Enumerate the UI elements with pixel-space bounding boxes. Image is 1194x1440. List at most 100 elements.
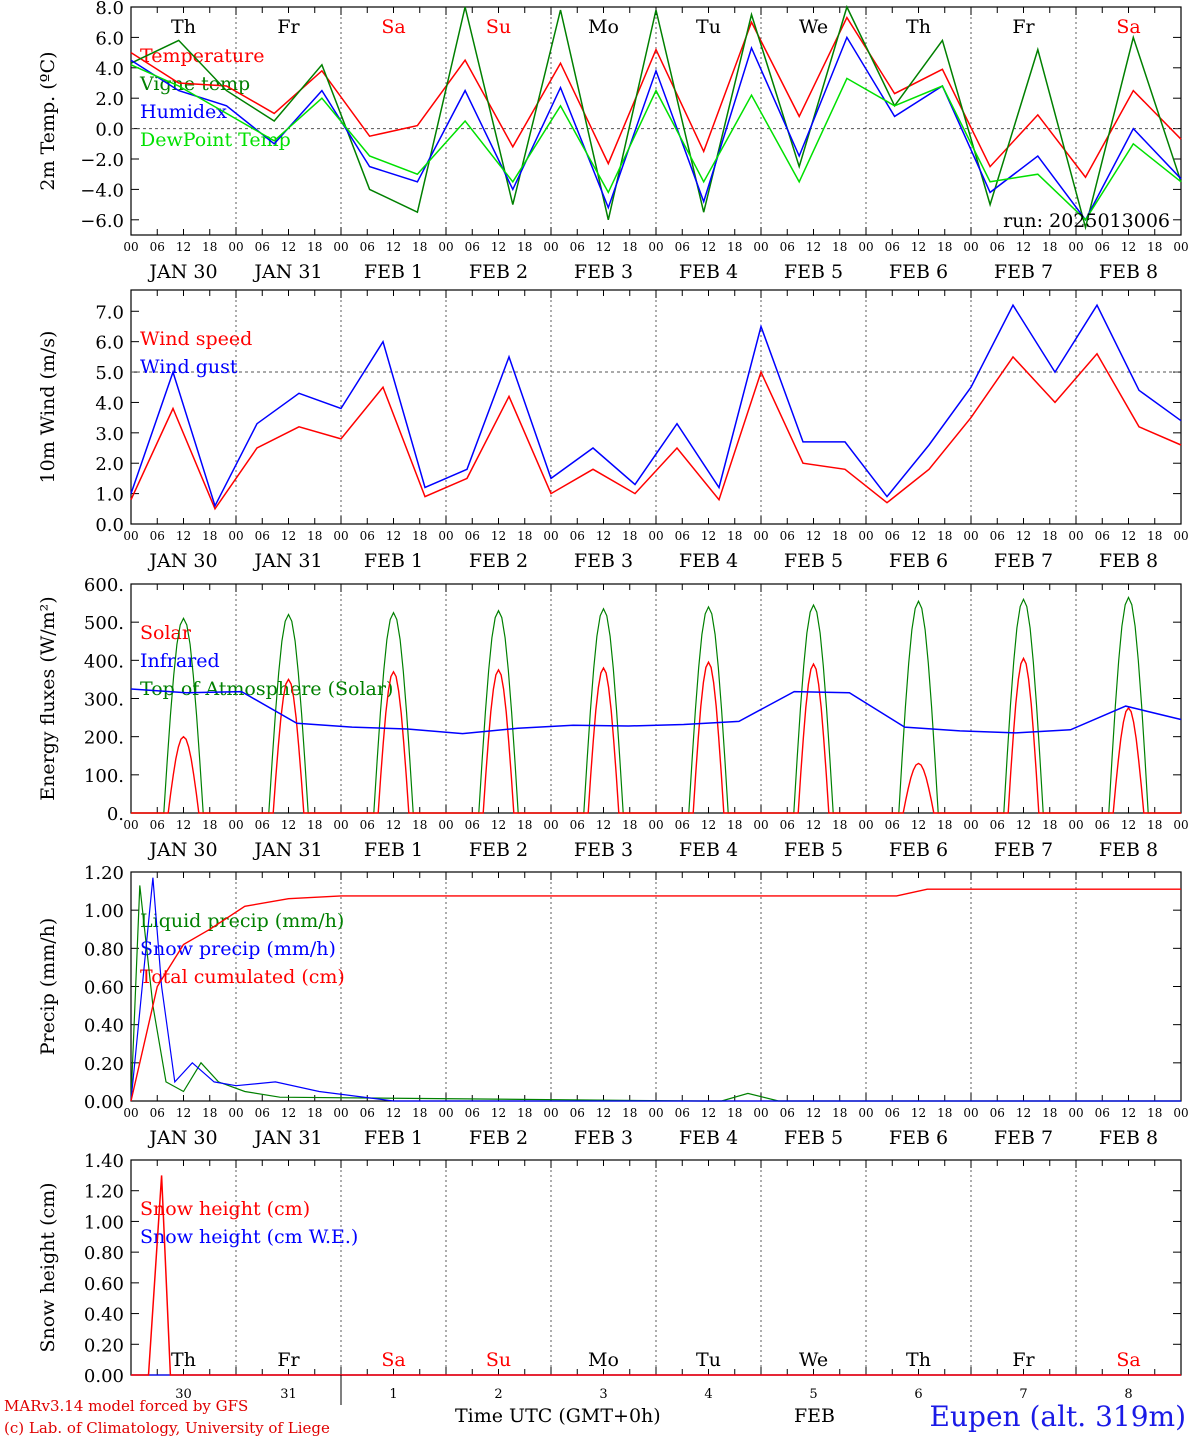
date-label: FEB 7 <box>994 839 1053 861</box>
hour-tick-label: 18 <box>307 818 322 832</box>
hour-tick-label: 12 <box>1016 240 1031 254</box>
weekday-label: Fr <box>277 1349 300 1371</box>
date-label: FEB 5 <box>784 1127 843 1149</box>
date-label: FEB 2 <box>469 1127 528 1149</box>
hour-tick-label: 18 <box>832 240 847 254</box>
hour-tick-label: 18 <box>937 529 952 543</box>
hour-tick-label: 00 <box>648 1106 663 1120</box>
day-number-label: 4 <box>704 1387 712 1402</box>
hour-tick-label: 18 <box>307 529 322 543</box>
hour-tick-label: 06 <box>150 1106 165 1120</box>
run-label: run: 2025013006 <box>1003 210 1170 232</box>
hour-tick-label: 12 <box>911 240 926 254</box>
weekday-label: We <box>799 1349 828 1371</box>
hour-tick-label: 18 <box>517 1106 532 1120</box>
model-credit: MARv3.14 model forced by GFS <box>4 1397 249 1415</box>
hour-tick-label: 12 <box>176 818 191 832</box>
hour-tick-label: 00 <box>123 818 138 832</box>
hour-tick-label: 00 <box>333 1106 348 1120</box>
hour-tick-label: 12 <box>386 240 401 254</box>
hour-tick-label: 06 <box>885 818 900 832</box>
hour-tick-label: 12 <box>281 1106 296 1120</box>
hour-tick-label: 18 <box>517 529 532 543</box>
y-tick-label: 4.0 <box>95 59 124 80</box>
day-number-label: 3 <box>599 1387 607 1402</box>
weekday-label: Tu <box>696 16 721 38</box>
hour-tick-label: 06 <box>990 818 1005 832</box>
hour-tick-label: 12 <box>701 240 716 254</box>
y-tick-label: −6.0 <box>80 211 124 232</box>
hour-tick-label: 00 <box>963 1106 978 1120</box>
date-label: FEB 1 <box>364 550 423 572</box>
hour-tick-label: 12 <box>281 818 296 832</box>
date-label: JAN 30 <box>147 839 217 861</box>
weekday-label: Th <box>906 1349 931 1371</box>
hour-tick-label: 18 <box>517 240 532 254</box>
date-label: FEB 8 <box>1099 550 1158 572</box>
y-tick-label: 1.20 <box>84 1182 124 1203</box>
hour-tick-label: 06 <box>780 818 795 832</box>
date-label: FEB 8 <box>1099 1127 1158 1149</box>
hour-tick-label: 12 <box>701 529 716 543</box>
date-label: FEB 3 <box>574 1127 633 1149</box>
y-tick-label: 1.20 <box>84 863 124 884</box>
hour-tick-label: 18 <box>832 529 847 543</box>
date-label: JAN 30 <box>147 1127 217 1149</box>
y-tick-label: 8.0 <box>95 0 124 19</box>
hour-tick-label: 06 <box>885 529 900 543</box>
hour-tick-label: 18 <box>202 1106 217 1120</box>
legend-entry: Humidex <box>140 101 227 123</box>
legend-entry: Solar <box>140 622 192 644</box>
series-line-infrared <box>130 688 1182 735</box>
date-label: FEB 8 <box>1099 261 1158 283</box>
hour-tick-label: 06 <box>1095 529 1110 543</box>
hour-tick-label: 00 <box>963 529 978 543</box>
hour-tick-label: 12 <box>386 529 401 543</box>
hour-tick-label: 06 <box>570 240 585 254</box>
hour-tick-label: 06 <box>150 240 165 254</box>
date-label: JAN 31 <box>252 839 322 861</box>
hour-tick-label: 06 <box>990 240 1005 254</box>
legend-entry: Wind speed <box>140 328 252 350</box>
date-label: FEB 3 <box>574 550 633 572</box>
hour-tick-label: 06 <box>675 818 690 832</box>
hour-tick-label: 12 <box>386 818 401 832</box>
series-line-solar <box>131 656 1181 814</box>
hour-tick-label: 12 <box>1016 818 1031 832</box>
y-axis-label: Snow height (cm) <box>37 1182 59 1352</box>
day-number-label: 5 <box>809 1387 817 1402</box>
hour-tick-label: 12 <box>596 240 611 254</box>
series-line-wind-speed <box>130 352 1182 511</box>
weekday-label: Su <box>486 16 511 38</box>
hour-tick-label: 12 <box>176 1106 191 1120</box>
hour-tick-label: 06 <box>255 240 270 254</box>
hour-tick-label: 00 <box>228 529 243 543</box>
y-tick-label: 3.0 <box>95 424 124 445</box>
hour-tick-label: 06 <box>990 529 1005 543</box>
hour-tick-label: 06 <box>255 1106 270 1120</box>
weekday-label: Tu <box>696 1349 721 1371</box>
hour-tick-label: 00 <box>1068 529 1083 543</box>
hour-tick-label: 12 <box>911 818 926 832</box>
hour-tick-label: 18 <box>1147 529 1162 543</box>
hour-tick-label: 00 <box>1068 1106 1083 1120</box>
y-axis-label: 10m Wind (m/s) <box>37 331 59 484</box>
hour-tick-label: 06 <box>360 1106 375 1120</box>
hour-tick-label: 06 <box>150 529 165 543</box>
hour-tick-label: 12 <box>1121 529 1136 543</box>
y-tick-label: 2.0 <box>95 454 124 475</box>
date-label: FEB 2 <box>469 550 528 572</box>
hour-tick-label: 12 <box>281 240 296 254</box>
hour-tick-label: 06 <box>360 818 375 832</box>
date-label: FEB 2 <box>469 261 528 283</box>
series-line-snow-height <box>131 1175 1181 1376</box>
hour-tick-label: 00 <box>1173 1106 1188 1120</box>
y-tick-label: 1.00 <box>84 1212 124 1233</box>
y-tick-label: 0.40 <box>84 1016 124 1037</box>
hour-tick-label: 18 <box>727 529 742 543</box>
hour-tick-label: 12 <box>596 818 611 832</box>
y-axis-label: Precip (mm/h) <box>37 918 59 1056</box>
series-line-wind-gust <box>130 303 1182 508</box>
day-number-label: 6 <box>914 1387 922 1402</box>
hour-tick-label: 18 <box>202 240 217 254</box>
